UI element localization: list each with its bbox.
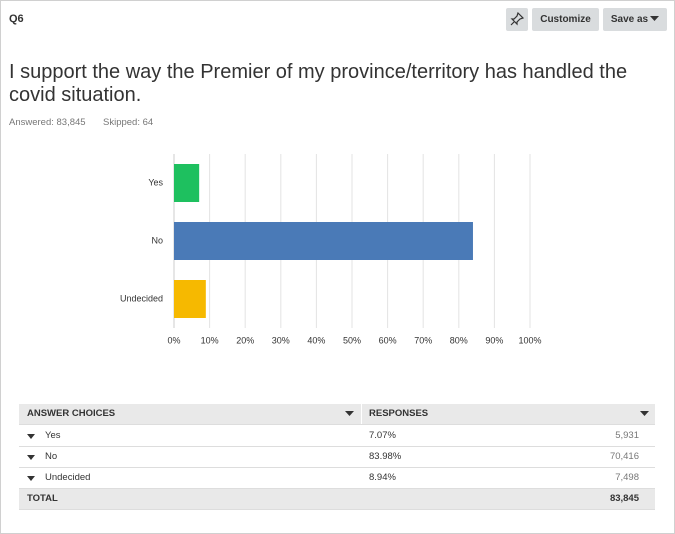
response-percent: 8.94% [369,472,396,483]
skipped-count: Skipped: 64 [103,117,154,128]
question-text: I support the way the Premier of my prov… [9,61,628,106]
question-id: Q6 [9,13,24,25]
bar [174,222,473,260]
x-tick-label: 20% [236,335,254,345]
y-tick-label: No [151,235,163,245]
bar [174,280,206,318]
x-tick-label: 90% [485,335,503,345]
sort-arrow[interactable] [345,411,354,417]
customize-button[interactable]: Customize [532,8,599,31]
header-choices: ANSWER CHOICES [27,408,116,419]
response-count: 5,931 [615,430,639,441]
response-count: 7,498 [615,472,639,483]
total-count: 83,845 [609,493,639,504]
x-tick-label: 50% [343,335,361,345]
answer-choice: Yes [45,430,61,441]
expand-arrow [27,455,35,460]
header-responses: RESPONSES [369,408,429,419]
y-tick-label: Undecided [120,293,163,303]
x-tick-label: 80% [450,335,468,345]
table-header: ANSWER CHOICES RESPONSES [19,404,655,425]
total-row: TOTAL 83,845 [19,489,655,510]
response-count: 70,416 [609,451,639,462]
dropdown-arrow [650,16,660,21]
x-tick-label: 10% [201,335,219,345]
response-percent: 83.98% [369,451,402,462]
table-row: Yes 7.07% 5,931 [19,426,655,447]
x-tick-label: 60% [379,335,397,345]
expand-arrow [27,434,35,439]
y-tick-label: Yes [148,177,163,187]
answer-choice: Undecided [45,472,91,483]
pin-icon [510,11,525,26]
response-percent: 7.07% [369,430,396,441]
save-as-button[interactable]: Save as [603,8,667,31]
table-row: Undecided 8.94% 7,498 [19,468,655,489]
x-tick-label: 100% [518,335,541,345]
expand-arrow [27,476,35,481]
sort-arrow[interactable] [640,411,649,417]
x-tick-label: 30% [272,335,290,345]
chart: 0% 10% 20% 30% 40% 50% 60% 70% 80% 90% 100% Yes No Un… [120,154,542,345]
total-label: TOTAL [27,493,58,504]
x-tick-label: 70% [414,335,432,345]
x-tick-label: 40% [307,335,325,345]
answered-count: Answered: 83,845 [9,117,86,128]
bar [174,164,200,202]
save-as-label: Save as [610,14,649,25]
pin-button[interactable] [506,8,528,31]
x-tick-label: 0% [167,335,180,345]
answer-choice: No [45,451,58,462]
table-row: No 83.98% 70,416 [19,447,655,468]
